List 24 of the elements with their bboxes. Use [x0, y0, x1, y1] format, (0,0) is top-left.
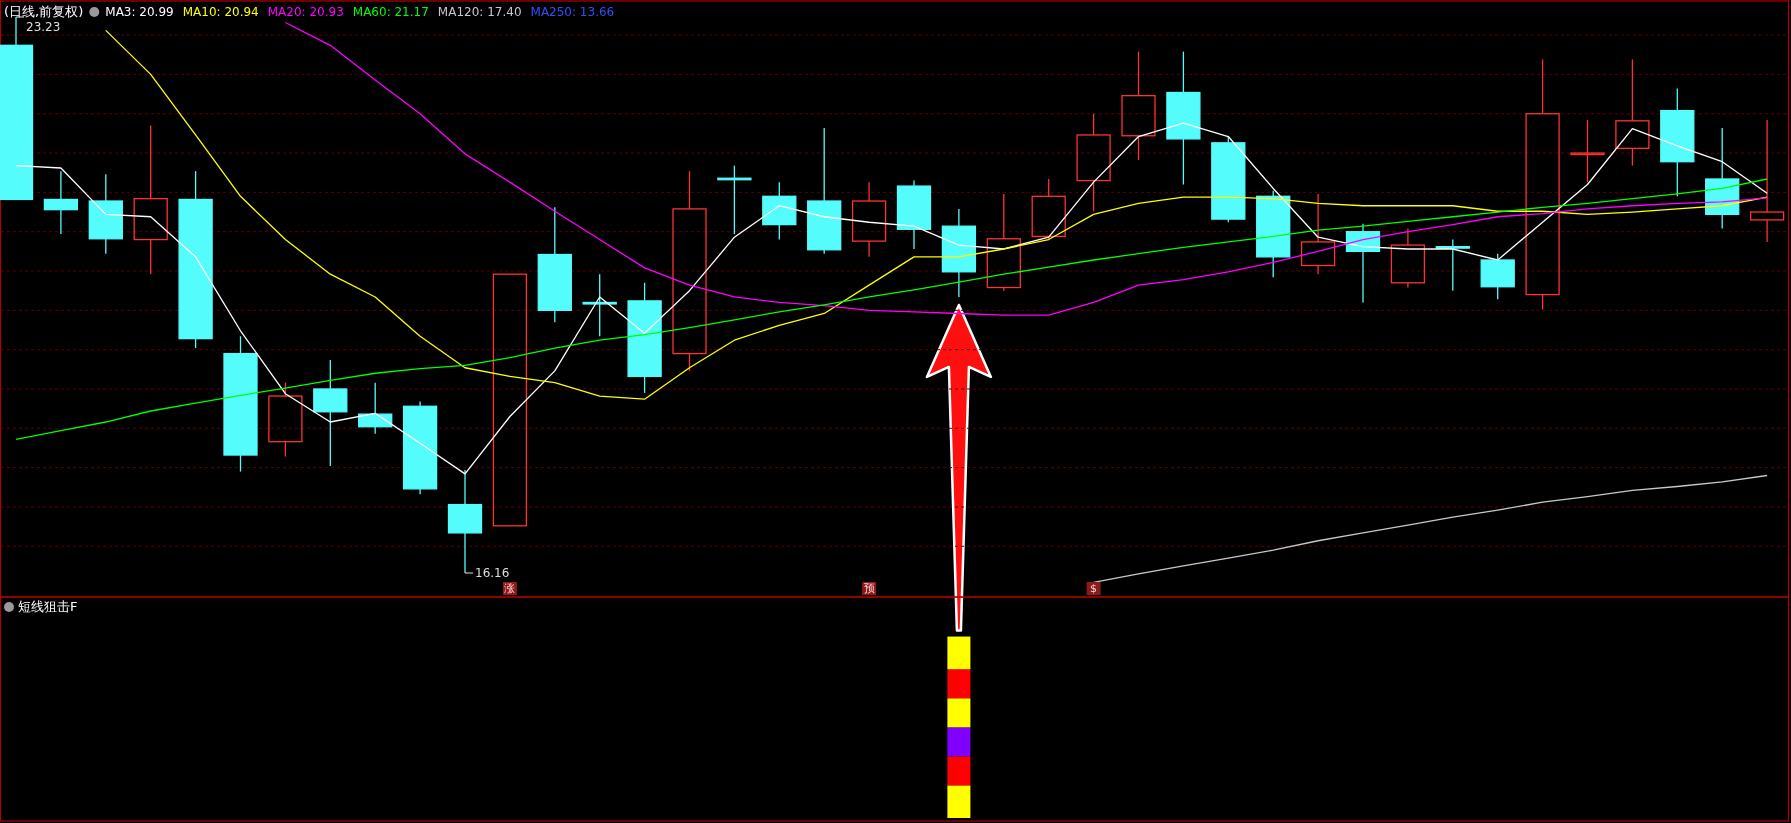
candlestick — [1300, 193, 1336, 275]
legend: MA3: 20.99 MA10: 20.94 MA20: 20.93 MA60: 21.17 MA120: 17.40 MA250: 13.66 — [105, 4, 615, 19]
candlestick — [941, 208, 977, 298]
candlestick — [1660, 87, 1695, 197]
candlestick — [896, 179, 932, 250]
candlestick — [1166, 50, 1201, 186]
text: 涨 — [504, 582, 516, 595]
candlestick — [1076, 113, 1111, 212]
candlestick — [851, 181, 887, 258]
candlestick — [133, 124, 168, 275]
annotation: 23.23 — [26, 19, 61, 34]
candlestick — [43, 170, 79, 235]
candlestick — [1749, 119, 1785, 243]
chart-title: 短线狙击F — [18, 598, 78, 614]
candlestick — [582, 273, 617, 337]
candlestick — [402, 400, 438, 496]
candlestick — [1121, 50, 1156, 161]
candlestick — [1390, 227, 1426, 289]
candlestick — [313, 359, 348, 467]
annotation: 16.16 — [475, 565, 510, 580]
chart-title: (日线,前复权) — [4, 3, 84, 19]
candlestick — [1570, 119, 1605, 183]
text: $ — [1090, 582, 1098, 595]
text: 预 — [863, 582, 875, 595]
